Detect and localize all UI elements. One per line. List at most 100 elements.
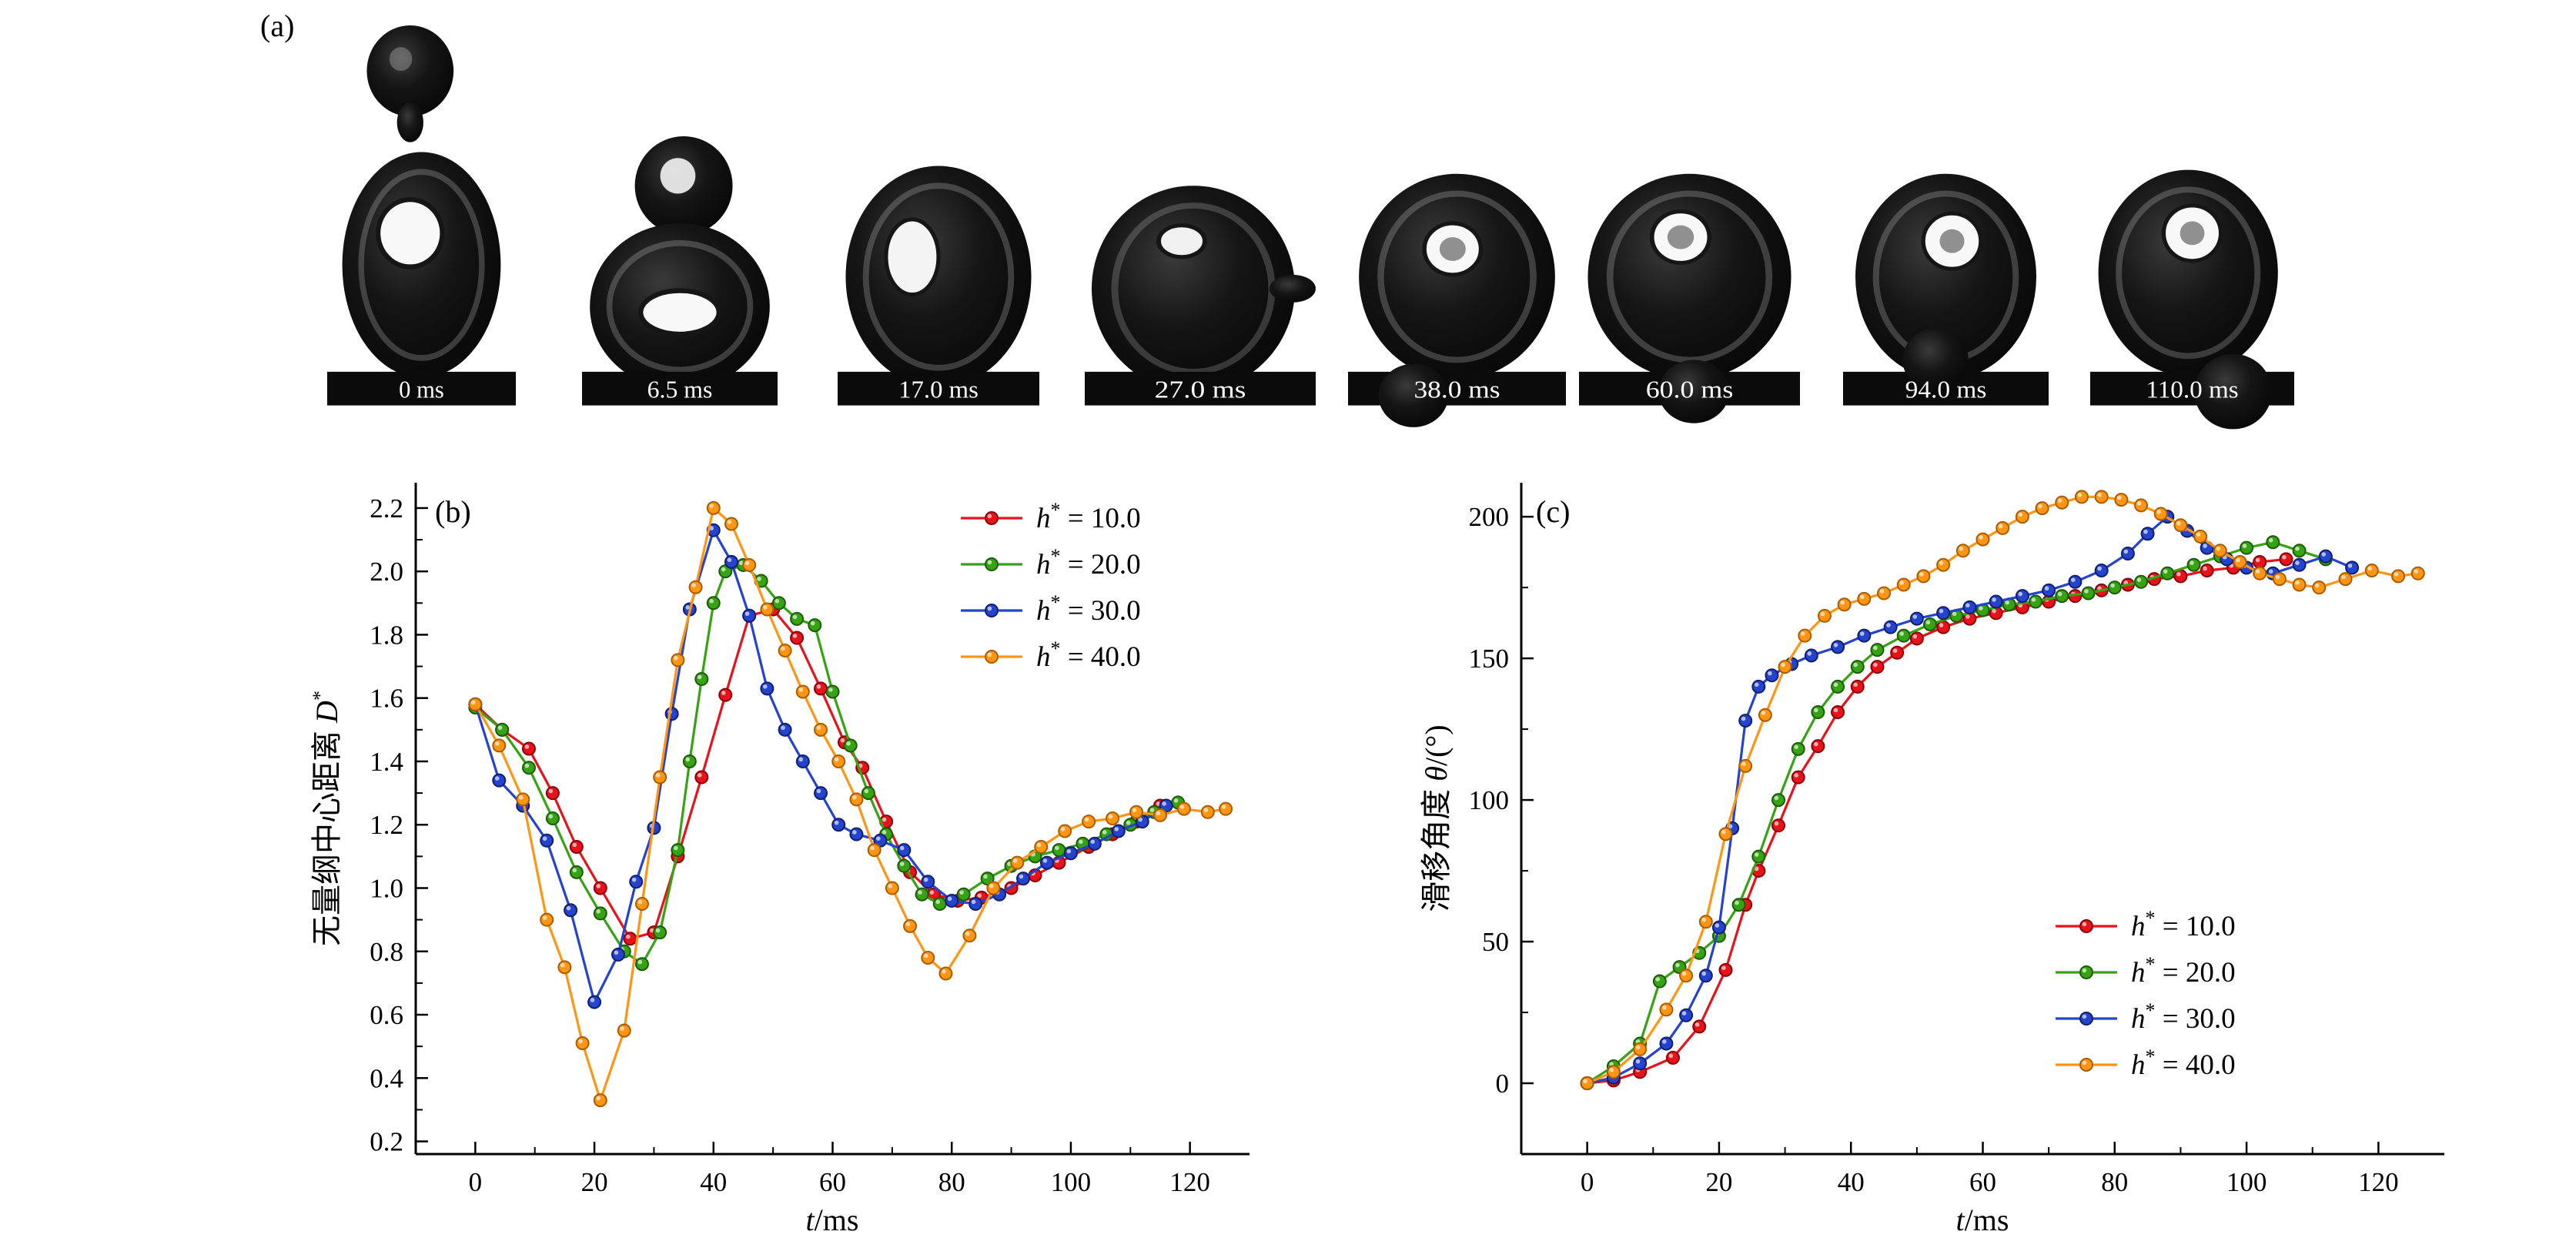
data-point xyxy=(861,786,875,801)
data-point-highlight xyxy=(1952,611,1957,617)
data-point-highlight xyxy=(709,598,714,604)
y-tick-label: 100 xyxy=(1469,785,1510,815)
legend-label: h* = 10.0 xyxy=(1036,499,1141,534)
data-point-highlight xyxy=(572,842,577,848)
legend-marker xyxy=(2079,919,2093,933)
data-point xyxy=(653,925,667,940)
data-point xyxy=(814,722,828,737)
data-point-highlight xyxy=(1899,580,1904,585)
legend-item-2: h* = 30.0 xyxy=(961,591,1141,627)
timestamp-bar xyxy=(582,371,778,406)
data-point xyxy=(1831,705,1845,720)
data-point-highlight xyxy=(882,830,887,835)
data-point xyxy=(1652,974,1667,989)
data-point-highlight xyxy=(882,817,887,822)
droplet-frame-6: 94.0 ms xyxy=(1843,12,2049,431)
y-tick-label: 0.6 xyxy=(370,1000,403,1030)
data-point-highlight xyxy=(470,700,476,705)
ylabel-unit: /(°) xyxy=(1419,724,1454,767)
data-point xyxy=(653,770,667,785)
ylabel-math: θ xyxy=(1419,766,1454,781)
data-point-highlight xyxy=(2268,569,2273,574)
data-point-highlight xyxy=(1998,524,2003,529)
data-point-highlight xyxy=(1939,608,1944,614)
data-point xyxy=(575,1036,590,1051)
data-point xyxy=(1698,915,1713,929)
data-point-highlight xyxy=(2216,546,2221,551)
data-point-highlight xyxy=(721,567,726,572)
series-2 xyxy=(1580,510,2360,1091)
data-point-highlight xyxy=(1879,589,1885,594)
data-point xyxy=(1016,872,1031,886)
data-point xyxy=(1817,608,1832,623)
data-point-highlight xyxy=(2268,537,2273,543)
data-point xyxy=(611,947,626,962)
data-point-highlight xyxy=(852,795,857,800)
data-point-highlight xyxy=(739,560,744,566)
legend-marker xyxy=(2079,965,2093,979)
legend-marker xyxy=(985,557,999,571)
data-point-highlight xyxy=(1939,623,1944,627)
data-point-highlight xyxy=(524,763,530,768)
data-point xyxy=(593,881,607,895)
data-point-highlight xyxy=(2123,549,2129,554)
data-point xyxy=(2253,555,2267,570)
data-point xyxy=(1698,969,1713,983)
legend-marker xyxy=(985,511,999,525)
data-point-highlight xyxy=(2176,520,2181,526)
data-point xyxy=(897,843,912,858)
data-point-highlight xyxy=(697,773,702,778)
x-tick-label: 60 xyxy=(819,1167,846,1197)
data-point-highlight xyxy=(2110,583,2115,588)
data-point xyxy=(1883,620,1898,634)
data-point-highlight xyxy=(1859,631,1865,636)
data-point xyxy=(885,881,899,895)
data-point-highlight xyxy=(1108,814,1113,819)
data-point-highlight xyxy=(905,922,911,927)
data-point-highlight xyxy=(1162,801,1166,806)
x-tick-label: 80 xyxy=(2101,1167,2128,1197)
data-point-highlight xyxy=(1768,671,1772,676)
data-point-highlight xyxy=(1055,845,1059,851)
data-point-highlight xyxy=(1173,798,1179,803)
data-point-highlight xyxy=(1715,923,1720,928)
data-point xyxy=(742,608,757,623)
droplet-photo: 38.0 ms xyxy=(1348,173,1566,427)
y-tick-label: 0.4 xyxy=(370,1063,403,1093)
data-point xyxy=(831,754,846,768)
data-point xyxy=(2186,557,2201,572)
data-point-highlight xyxy=(757,577,761,581)
data-point-highlight xyxy=(798,757,804,762)
data-point-highlight xyxy=(942,969,946,974)
data-point xyxy=(521,761,536,775)
data-point-highlight xyxy=(673,845,678,851)
data-point xyxy=(1063,846,1078,861)
data-point xyxy=(1106,811,1120,825)
data-point-highlight xyxy=(1919,572,1924,577)
data-point-highlight xyxy=(1774,821,1779,826)
data-point xyxy=(969,897,983,912)
y-tick-label: 0.8 xyxy=(370,937,403,967)
data-point-highlight xyxy=(834,757,839,762)
data-point-highlight xyxy=(965,931,970,936)
data-point-highlight xyxy=(763,605,768,610)
data-point-highlight xyxy=(620,1026,624,1031)
legend: h* = 10.0 h* = 20.0 h* = 30.0 h* = 40.0 xyxy=(2056,907,2236,1081)
data-point xyxy=(1718,827,1733,841)
data-point-highlight xyxy=(846,741,851,746)
y-tick-label: 0 xyxy=(1496,1069,1510,1099)
data-point-highlight xyxy=(1899,631,1904,636)
data-point xyxy=(1870,643,1885,657)
data-point xyxy=(831,818,846,832)
data-point xyxy=(2292,557,2307,572)
data-point-highlight xyxy=(1761,711,1766,715)
x-tick-label: 100 xyxy=(2226,1167,2267,1197)
data-point-highlight xyxy=(655,928,661,933)
data-point xyxy=(1711,920,1726,935)
data-point-highlight xyxy=(1992,597,1996,602)
data-point-highlight xyxy=(816,788,821,794)
data-point-highlight xyxy=(1833,643,1838,647)
x-axis-ticks: 0 20 40 60 80 100 120 xyxy=(469,1142,1210,1197)
data-point-highlight xyxy=(2295,580,2300,585)
data-point-highlight xyxy=(1066,848,1072,854)
